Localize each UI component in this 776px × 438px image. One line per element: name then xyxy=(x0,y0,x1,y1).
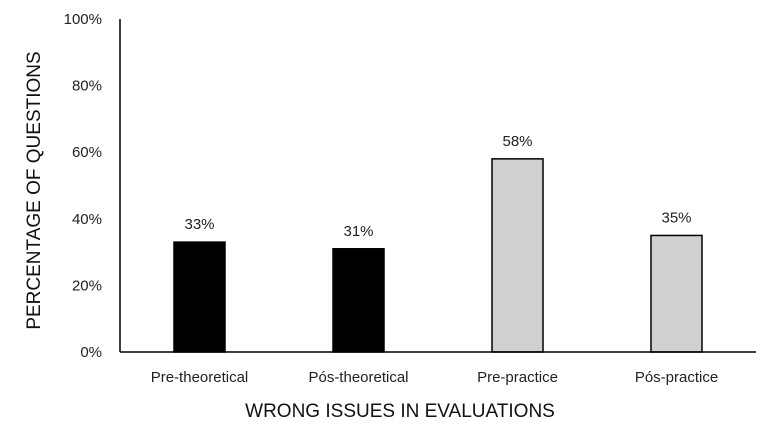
y-axis-title: PERCENTAGE OF QUESTIONS xyxy=(24,51,45,329)
bar xyxy=(173,241,226,353)
y-tick-label: 20% xyxy=(72,277,102,294)
y-tick-label: 40% xyxy=(72,211,102,228)
bar xyxy=(332,248,385,353)
data-label: 35% xyxy=(661,209,691,226)
y-tick-label: 60% xyxy=(72,144,102,161)
x-category-label: Pre-practice xyxy=(477,369,558,386)
data-label: 33% xyxy=(184,216,214,233)
data-labels: 33% 31% 58% 35% xyxy=(184,133,691,240)
y-tick-label: 80% xyxy=(72,78,102,95)
bar xyxy=(491,158,544,353)
bar xyxy=(650,234,703,353)
y-tick-labels: 0% 20% 40% 60% 80% 100% xyxy=(64,11,102,361)
x-axis-title: WRONG ISSUES IN EVALUATIONS xyxy=(245,401,555,422)
x-category-labels: Pre-theoretical Pós-theoretical Pre-practi… xyxy=(151,369,718,386)
y-tick-label: 100% xyxy=(64,11,102,28)
data-label: 58% xyxy=(502,133,532,150)
x-category-label: Pós-practice xyxy=(635,369,718,386)
y-tick-label: 0% xyxy=(80,344,102,361)
x-category-label: Pós-theoretical xyxy=(308,369,408,386)
x-category-label: Pre-theoretical xyxy=(151,369,249,386)
bars-group xyxy=(173,158,703,353)
data-label: 31% xyxy=(343,223,373,240)
